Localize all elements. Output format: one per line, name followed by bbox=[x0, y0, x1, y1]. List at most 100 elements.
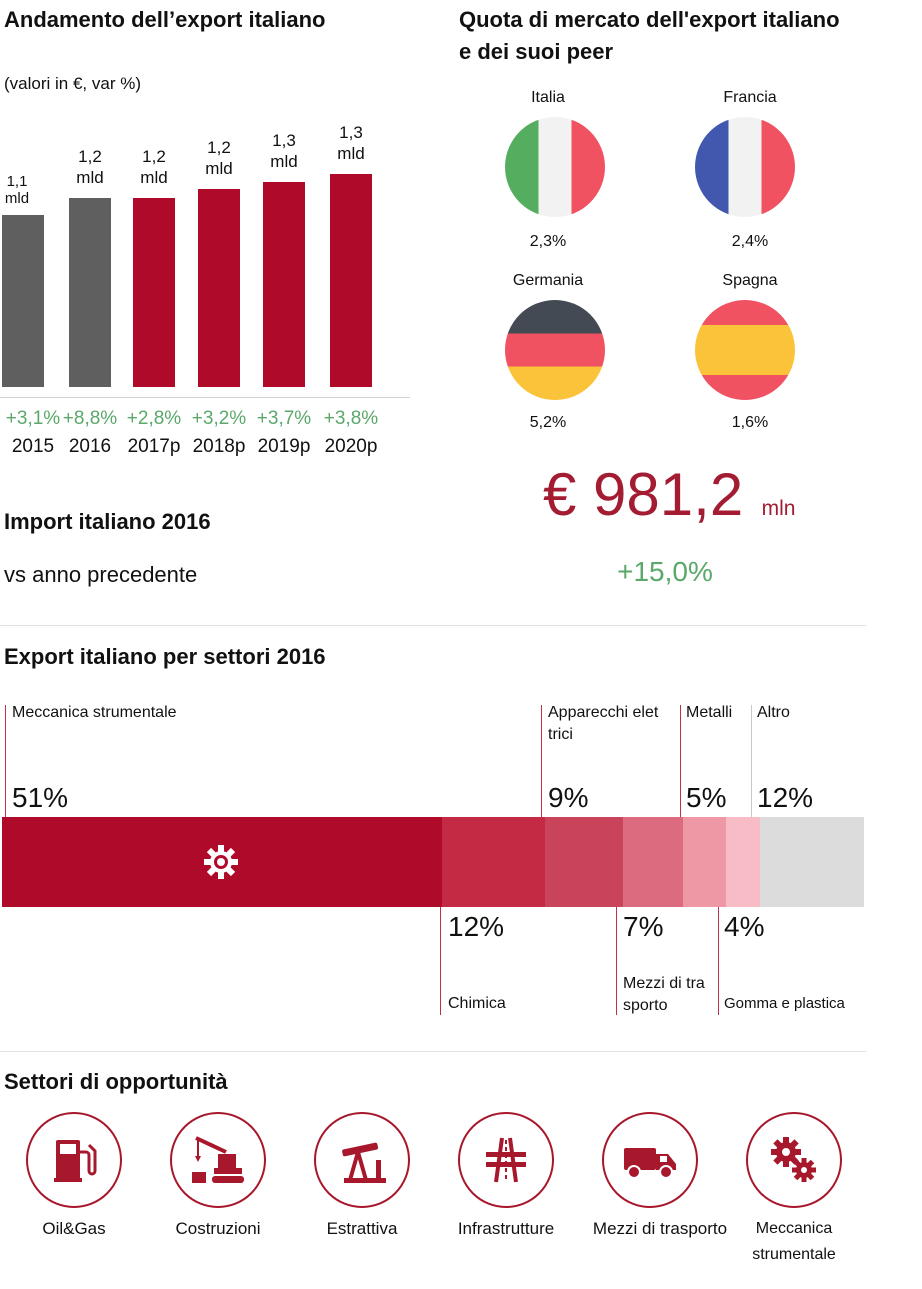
country-name-italia: Italia bbox=[531, 89, 565, 106]
chart-baseline bbox=[0, 397, 410, 398]
country-value-francia: 2,4% bbox=[731, 233, 769, 250]
opportunity-label-meccanica-line2: strumentale bbox=[752, 1246, 836, 1263]
country-value-germania: 5,2% bbox=[529, 414, 567, 431]
growth-label: +3,7% bbox=[256, 408, 312, 429]
import-compare-label: vs anno precedente bbox=[4, 562, 198, 587]
sector-segment bbox=[442, 817, 545, 907]
opportunity-meccanica bbox=[746, 1112, 842, 1208]
country-value-italia: 2,3% bbox=[529, 233, 567, 250]
sector-leader-line bbox=[680, 705, 681, 817]
truck-icon bbox=[624, 1148, 676, 1179]
spain-flag-icon bbox=[695, 300, 795, 400]
opportunities-title: Settori di opportunità bbox=[4, 1069, 228, 1094]
growth-label: +2,8% bbox=[126, 408, 182, 429]
year-label: 2015 bbox=[11, 436, 55, 457]
year-label: 2017p bbox=[127, 436, 181, 457]
sector-label: Metalli bbox=[686, 704, 733, 721]
france-flag-icon bbox=[695, 117, 795, 217]
sector-percent: 51% bbox=[12, 782, 69, 813]
sector-segment bbox=[683, 817, 726, 907]
opportunity-costruzioni bbox=[170, 1112, 266, 1208]
opportunity-label-meccanica: Meccanica strumentale bbox=[714, 1216, 874, 1268]
bar-2018p bbox=[198, 189, 240, 387]
year-label: 2016 bbox=[68, 436, 112, 457]
bar-2017p bbox=[133, 198, 175, 387]
export-bar-chart: 1,1 mld +3,1% 2015 1,2 mld +8,8% 2016 1,2 mld +2,8… bbox=[0, 0, 420, 470]
import-value: € 981,2 bbox=[543, 461, 744, 528]
year-label: 2018p bbox=[192, 436, 246, 457]
market-share-title: Quota di mercato dell'export italiano e … bbox=[459, 4, 899, 68]
opportunity-label-oilgas: Oil&Gas bbox=[42, 1219, 106, 1238]
market-share-title-line2: e dei suoi peer bbox=[459, 39, 614, 64]
sector-leader-line bbox=[5, 705, 6, 817]
fuel-pump-icon bbox=[54, 1140, 97, 1182]
bar-value-label: 1,3 mld bbox=[337, 123, 365, 163]
import-value-block: € 981,2 mln bbox=[543, 460, 863, 529]
sector-label: Meccanica strumentale bbox=[12, 704, 177, 721]
country-name-germania: Germania bbox=[512, 272, 584, 289]
sector-label: Apparecchi elet trici bbox=[548, 704, 659, 743]
sector-percent: 12% bbox=[448, 911, 505, 942]
bar-value-label: 1,2 mld bbox=[140, 147, 168, 187]
sector-leader-line bbox=[718, 907, 719, 1015]
year-label: 2019p bbox=[257, 436, 311, 457]
section-divider bbox=[0, 625, 866, 626]
crane-icon bbox=[192, 1136, 244, 1183]
export-chart-title: Andamento dell’export italiano bbox=[4, 7, 326, 32]
oil-pump-icon bbox=[342, 1142, 386, 1183]
sector-percent: 12% bbox=[757, 782, 814, 813]
export-chart-subtitle: (valori in €, var %) bbox=[4, 74, 141, 93]
growth-label: +3,2% bbox=[191, 408, 247, 429]
bar-value-label: 1,2 mld bbox=[76, 147, 104, 187]
sector-leader-line bbox=[440, 907, 441, 1015]
opportunity-label-meccanica-line1: Meccanica bbox=[755, 1220, 833, 1237]
growth-label: +3,1% bbox=[5, 408, 61, 429]
import-change: +15,0% bbox=[617, 556, 713, 587]
sector-percent: 4% bbox=[724, 911, 765, 942]
bar-2016 bbox=[69, 198, 111, 387]
bar-value-label: 1,2 mld bbox=[205, 138, 233, 178]
opportunity-label-estrattiva: Estrattiva bbox=[326, 1219, 398, 1238]
country-name-francia: Francia bbox=[723, 89, 777, 106]
opportunity-label-mezzi: Mezzi di trasporto bbox=[592, 1219, 728, 1238]
sector-segment bbox=[545, 817, 623, 907]
opportunity-estrattiva bbox=[314, 1112, 410, 1208]
market-share-title-line1: Quota di mercato dell'export italiano bbox=[459, 7, 840, 32]
sector-segment bbox=[623, 817, 683, 907]
bar-2019p bbox=[263, 182, 305, 387]
opportunity-infrastrutture bbox=[458, 1112, 554, 1208]
growth-label: +3,8% bbox=[323, 408, 379, 429]
sector-leader-line bbox=[541, 705, 542, 817]
italy-flag-icon bbox=[505, 117, 605, 217]
sector-leader-line bbox=[751, 705, 752, 817]
import-unit: mln bbox=[761, 497, 796, 520]
growth-label: +8,8% bbox=[62, 408, 118, 429]
sectors-title: Export italiano per settori 2016 bbox=[4, 644, 326, 669]
sector-label: Gomma e plastica bbox=[724, 995, 845, 1012]
sector-percent: 9% bbox=[548, 782, 589, 813]
bar-value-label: 1,3 mld bbox=[270, 131, 298, 171]
section-divider-2 bbox=[0, 1051, 866, 1052]
sector-stacked-bar: Meccanica strumentale 51% Chimica 12% Appare… bbox=[2, 704, 864, 1015]
opportunity-label-costruzioni: Costruzioni bbox=[175, 1219, 261, 1238]
sector-label: Altro bbox=[757, 704, 790, 721]
opportunity-label-infrastrutture: Infrastrutture bbox=[457, 1219, 555, 1238]
year-label: 2020p bbox=[324, 436, 378, 457]
gear-icon bbox=[204, 845, 238, 879]
sector-label: Chimica bbox=[448, 995, 506, 1012]
sector-percent: 5% bbox=[686, 782, 727, 813]
country-value-spagna: 1,6% bbox=[731, 414, 769, 431]
opportunity-mezzi bbox=[602, 1112, 698, 1208]
opportunity-oilgas bbox=[26, 1112, 122, 1208]
road-icon bbox=[486, 1137, 526, 1183]
sector-segment bbox=[726, 817, 760, 907]
sector-segment bbox=[760, 817, 864, 907]
germany-flag-icon bbox=[505, 300, 605, 400]
bar-value-label: 1,1 mld bbox=[4, 173, 30, 207]
import-title: Import italiano 2016 bbox=[4, 509, 211, 534]
sector-leader-line bbox=[616, 907, 617, 1015]
bar-2020p bbox=[330, 174, 372, 387]
bar-2015 bbox=[2, 215, 44, 387]
country-name-spagna: Spagna bbox=[722, 272, 778, 289]
sector-percent: 7% bbox=[623, 911, 664, 942]
